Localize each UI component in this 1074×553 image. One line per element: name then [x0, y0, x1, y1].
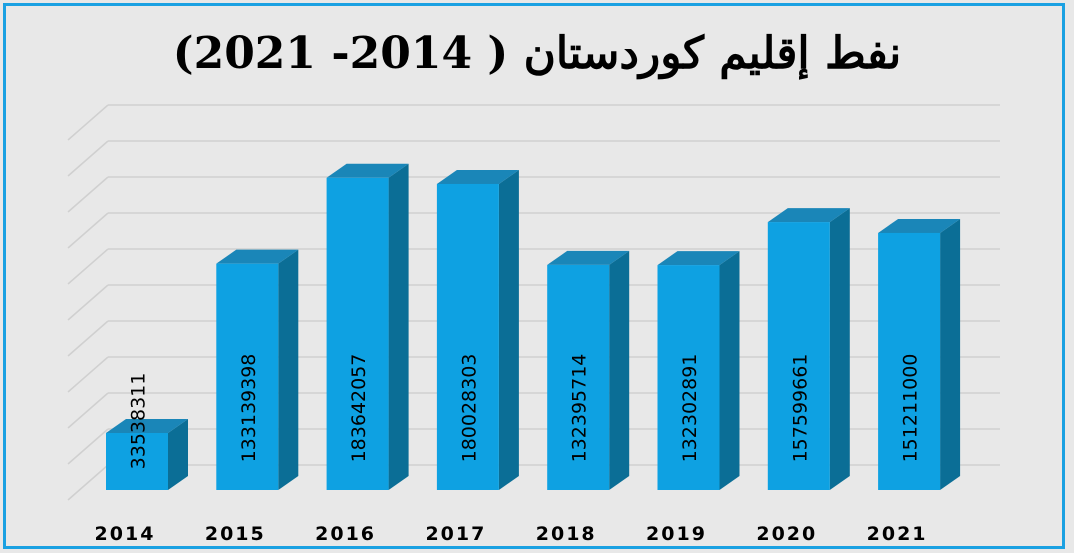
- data-label: 180028303: [458, 354, 480, 463]
- x-tick-label: 2019: [646, 523, 707, 545]
- bar-top: [878, 218, 961, 233]
- gridline-depth: [67, 176, 109, 213]
- bar-top: [216, 249, 299, 264]
- bar: [106, 432, 168, 490]
- bar: [547, 264, 610, 490]
- gridline-depth: [67, 284, 109, 321]
- bar-side: [278, 249, 299, 490]
- bar-side: [609, 250, 630, 490]
- gridline-depth: [67, 248, 109, 285]
- data-label: 157599661: [789, 354, 811, 463]
- bar: [657, 265, 720, 490]
- gridline-depth: [67, 464, 109, 501]
- bar-top: [436, 169, 519, 184]
- x-tick-label: 2018: [536, 523, 597, 545]
- chart-title: نفط إقليم كوردستان ( 2014- 2021): [172, 28, 902, 79]
- x-tick-label: 2016: [315, 523, 376, 545]
- bar-side: [498, 169, 519, 490]
- gridline-depth: [67, 356, 109, 393]
- data-label: 151211000: [900, 354, 922, 463]
- gridline-depth: [67, 212, 109, 249]
- x-tick-label: 2017: [425, 523, 486, 545]
- data-label: 33538311: [128, 373, 150, 470]
- bar: [326, 177, 389, 490]
- x-tick-label: 2015: [205, 523, 266, 545]
- gridline-depth: [67, 140, 109, 177]
- gridline-depth: [67, 104, 109, 141]
- data-label: 183642057: [348, 354, 370, 463]
- gridline-depth: [67, 392, 109, 429]
- bar-side: [829, 208, 850, 491]
- bar-side: [719, 251, 740, 490]
- data-label: 132302891: [679, 354, 701, 463]
- bar: [878, 232, 941, 491]
- bar-side: [168, 418, 188, 490]
- x-tick-label: 2020: [756, 523, 817, 545]
- bar-top: [657, 251, 740, 266]
- data-label: 132395714: [569, 354, 591, 463]
- bar-top: [326, 163, 409, 178]
- gridline-depth: [67, 320, 109, 357]
- data-label: 133139398: [238, 354, 260, 463]
- bar-side: [388, 163, 409, 490]
- bar: [436, 183, 499, 490]
- bar-top: [547, 250, 630, 265]
- bar-top: [106, 418, 188, 433]
- bar-top: [767, 208, 850, 223]
- x-tick-label: 2014: [95, 523, 156, 545]
- gridline-depth: [67, 428, 109, 465]
- x-tick-label: 2021: [867, 523, 928, 545]
- bar: [767, 222, 830, 491]
- bar-side: [940, 218, 961, 491]
- bar: [216, 263, 279, 490]
